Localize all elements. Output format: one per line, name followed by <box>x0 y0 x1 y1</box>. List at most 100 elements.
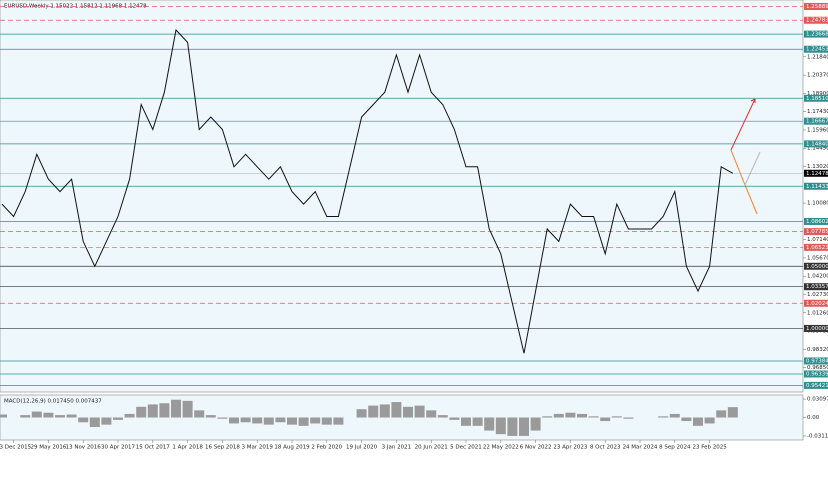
macd-bar <box>182 400 193 418</box>
x-tick-label: 6 Nov 2022 <box>520 445 552 451</box>
macd-bar <box>553 413 564 418</box>
macd-bar <box>333 417 344 425</box>
macd-bar <box>716 410 727 418</box>
level-label: 0.97384 <box>806 358 828 364</box>
y-tick-label: 1.01260 <box>807 310 828 316</box>
macd-bar <box>124 413 135 418</box>
macd-bar <box>495 417 506 435</box>
macd-bar <box>321 417 332 425</box>
last-price-label: 1.12478 <box>806 171 828 177</box>
macd-bar <box>263 417 274 425</box>
level-box <box>804 299 828 307</box>
level-box <box>804 324 828 332</box>
y-tick-label: 1.20370 <box>807 73 828 79</box>
price-line <box>1 28 734 354</box>
level-label: 1.03357 <box>806 284 828 290</box>
macd-bar <box>310 417 321 424</box>
macd-bar <box>577 413 587 418</box>
x-tick-label: 23 Apr 2023 <box>553 445 588 451</box>
price-panel <box>0 0 804 393</box>
level-label: 1.14840 <box>806 141 828 147</box>
level-box <box>804 45 828 53</box>
macd-bar <box>611 416 622 418</box>
level-box <box>804 2 828 10</box>
macd-bar <box>530 417 541 431</box>
level-box <box>804 140 828 148</box>
macd-bar <box>403 406 413 418</box>
macd-bar <box>252 417 263 424</box>
level-box <box>804 94 828 102</box>
x-tick-label: 16 Sep 2018 <box>205 445 240 451</box>
macd-bar <box>449 417 460 420</box>
x-tick-label: 18 Aug 2019 <box>274 445 310 451</box>
level-label: 1.24783 <box>806 18 828 24</box>
x-tick-label: 19 Jul 2020 <box>346 445 378 451</box>
macd-bar <box>136 406 147 418</box>
x-tick-label: 8 Sep 2024 <box>659 445 691 451</box>
level-label: 1.22453 <box>806 47 828 53</box>
x-tick-label: 29 May 2016 <box>30 445 66 451</box>
arrow-alt <box>744 151 761 186</box>
level-label: 1.00000 <box>806 326 828 332</box>
last-price-box <box>804 169 828 177</box>
level-label: 0.95421 <box>806 383 828 389</box>
macd-bar <box>66 414 77 418</box>
macd-bar <box>472 417 483 426</box>
x-tick-label: 5 Dec 2021 <box>450 445 482 451</box>
level-label: 1.07785 <box>806 229 828 235</box>
x-tick-label: 8 Oct 2023 <box>590 445 621 451</box>
level-box <box>804 117 828 125</box>
macd-bar <box>31 411 42 418</box>
x-tick-label: 3 Jan 2021 <box>382 445 411 451</box>
x-tick-label: 3 Mar 2019 <box>242 445 274 451</box>
macd-bar <box>275 417 286 423</box>
macd-bar <box>426 410 437 418</box>
level-box <box>804 217 828 225</box>
macd-bar <box>20 415 31 418</box>
macd-bar <box>287 417 297 425</box>
macd-bar <box>368 405 379 418</box>
macd-bar <box>588 416 599 418</box>
macd-bar <box>298 417 309 426</box>
level-label: 1.05000 <box>806 264 828 270</box>
level-box <box>804 182 828 190</box>
macd-bar <box>623 417 634 419</box>
x-tick-label: 1 Apr 2018 <box>172 445 203 451</box>
x-tick-label: 15 Oct 2017 <box>136 445 171 451</box>
arrow-head <box>750 98 756 103</box>
x-tick-label: 30 Apr 2017 <box>101 445 136 451</box>
y-tick-label: 0.030979 <box>807 397 828 403</box>
level-box <box>804 357 828 365</box>
macd-bar <box>704 417 715 424</box>
y-tick-label: 1.21840 <box>807 54 828 60</box>
y-tick-label: -0.031123 <box>807 433 828 439</box>
macd-bar <box>681 417 692 422</box>
level-box <box>804 16 828 24</box>
x-tick-label: 13 Nov 2016 <box>66 445 102 451</box>
level-label: 1.02024 <box>806 301 828 307</box>
level-label: 0.96339 <box>806 371 828 377</box>
macd-bar <box>507 417 518 436</box>
macd-bar <box>240 417 251 423</box>
y-tick-label: 1.05670 <box>807 255 828 261</box>
level-box <box>804 30 828 38</box>
macd-bar <box>217 417 228 419</box>
macd-bar <box>379 404 390 418</box>
y-tick-label: 1.13020 <box>807 164 828 170</box>
level-label: 1.18510 <box>806 96 828 102</box>
x-tick-label: 2 Feb 2020 <box>311 445 342 451</box>
level-box <box>804 243 828 251</box>
macd-bar <box>194 410 205 418</box>
level-box <box>804 381 828 389</box>
y-tick-label: 0.00 <box>807 415 820 421</box>
macd-bar <box>0 414 7 418</box>
macd-bar <box>78 417 89 423</box>
x-tick-label: 13 Dec 2015 <box>0 445 32 451</box>
macd-bar <box>159 403 170 418</box>
macd-bar <box>727 407 738 418</box>
level-label: 1.08602 <box>806 219 828 225</box>
level-label: 1.11433 <box>806 184 828 190</box>
macd-title: MACD(12,26,9) 0.017450 0.007437 <box>4 399 102 405</box>
macd-bar <box>437 415 448 418</box>
